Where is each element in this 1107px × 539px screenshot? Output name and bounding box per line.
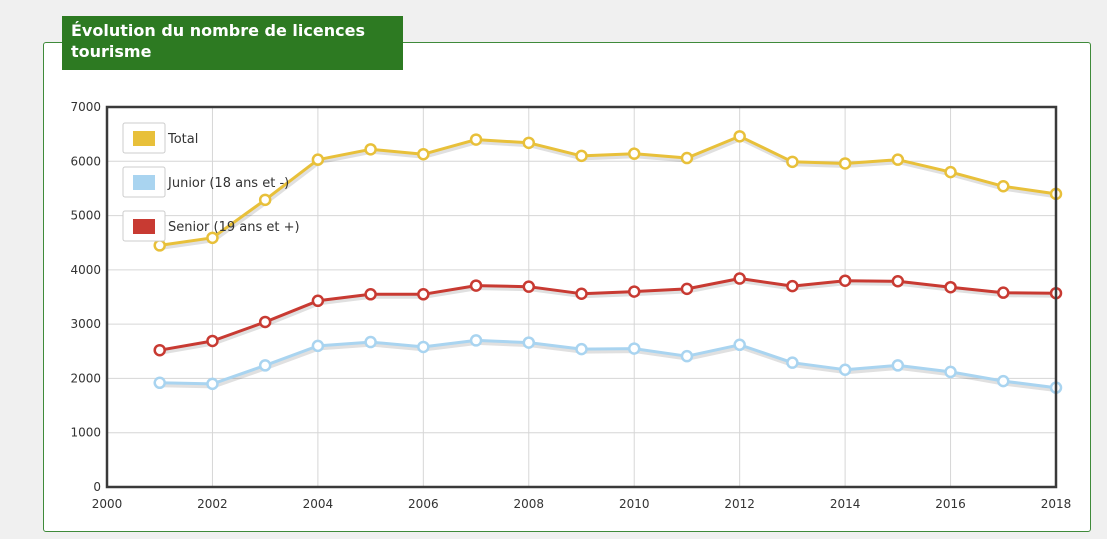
data-point [311,294,325,308]
data-point [153,343,166,357]
series-line [159,134,1057,247]
data-point [469,279,483,292]
x-tick-label: 2004 [303,497,334,511]
data-point [733,272,746,285]
data-point [944,365,957,379]
data-point [206,377,219,391]
y-tick-label: 3000 [70,317,101,331]
data-point [258,193,272,207]
series-line [159,338,1057,390]
data-point [258,359,272,372]
data-point [575,149,588,163]
data-point [891,359,905,372]
data-point [891,275,905,288]
data-point [469,133,483,146]
data-point [680,151,694,165]
panel-title: Évolution du nombre de licences tourisme [62,16,403,70]
data-point [575,287,588,300]
data-point [627,147,641,160]
data-point [838,157,852,170]
data-point [364,143,377,156]
data-point [206,231,219,245]
data-point [786,155,799,169]
data-point [417,340,430,354]
data-point [522,280,536,293]
x-tick-label: 2000 [92,497,123,511]
data-point [417,147,430,161]
y-tick-label: 5000 [70,209,101,223]
y-tick-label: 0 [93,480,101,494]
data-point [311,153,325,166]
data-point [786,356,799,369]
data-point [153,239,166,252]
data-point [364,335,377,349]
plot-border [105,105,1058,489]
legend-swatch [133,219,155,234]
legend-label: Total [167,132,198,147]
data-point [627,342,641,355]
x-tick-label: 2002 [197,497,228,511]
x-tick-label: 2012 [724,497,755,511]
x-tick-label: 2010 [619,497,650,511]
x-tick-label: 2006 [408,497,439,511]
data-point [733,338,746,352]
data-point [469,334,483,347]
data-point [944,165,957,179]
data-point [891,153,905,166]
data-point [627,285,641,298]
series-shadow [160,339,1058,393]
series-shadow [160,278,1058,355]
data-point [997,286,1010,299]
data-point [680,349,694,363]
x-tick-label: 2016 [935,497,966,511]
y-tick-label: 2000 [70,371,101,385]
data-point [206,334,219,348]
data-point [838,274,852,287]
data-point [417,288,430,301]
data-point [522,136,536,150]
data-point [944,280,957,294]
legend-label: Senior (19 ans et +) [168,220,300,235]
x-tick-label: 2014 [830,497,861,511]
data-point [522,336,536,349]
data-point [680,282,694,296]
data-point [786,279,799,293]
data-point [258,315,272,329]
y-tick-label: 7000 [70,100,101,114]
legend-swatch [133,131,155,146]
y-tick-label: 6000 [70,154,101,168]
x-tick-label: 2018 [1041,497,1072,511]
data-point [838,363,852,376]
data-point [575,342,588,356]
series-line [159,277,1057,352]
legend-label: Junior (18 ans et -) [167,176,289,191]
data-point [364,288,377,301]
x-tick-label: 2008 [514,497,545,511]
series-shadow [160,135,1058,250]
data-point [153,376,166,390]
data-point [997,180,1010,193]
y-tick-label: 4000 [70,263,101,277]
y-tick-label: 1000 [70,426,101,440]
data-point [997,374,1010,388]
data-point [733,130,746,143]
legend-swatch [133,175,155,190]
data-point [311,339,325,353]
